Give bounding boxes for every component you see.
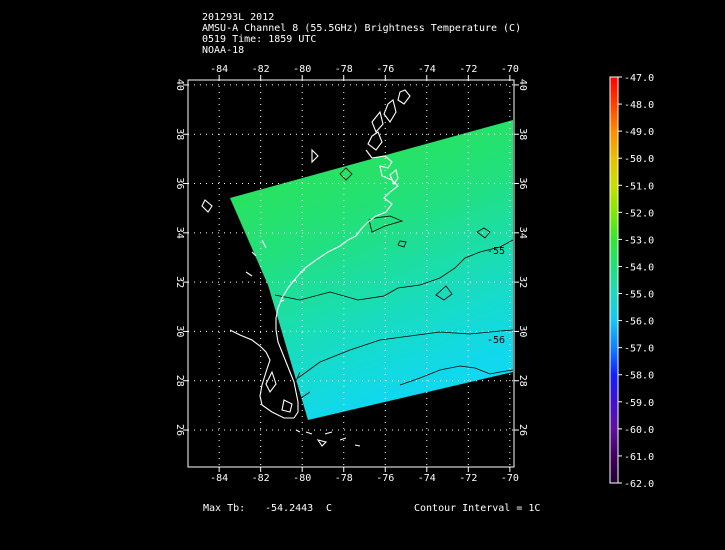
- lat-label-left: 26: [174, 424, 185, 436]
- lon-label-top: -82: [252, 64, 270, 75]
- swath-data-area: [230, 120, 513, 420]
- lat-label-left: 40: [174, 79, 185, 91]
- colorbar-label: -62.0: [624, 479, 654, 490]
- lon-label-top: -84: [210, 64, 228, 75]
- lat-label-right: 38: [517, 128, 528, 140]
- colorbar-label: -54.0: [624, 262, 654, 273]
- lat-label-left: 36: [174, 178, 185, 190]
- contour-label-group: -55 -56: [487, 246, 505, 346]
- lat-label-left: 30: [174, 325, 185, 337]
- lat-label-left: 34: [174, 227, 185, 239]
- lon-label-bottom: -84: [210, 473, 228, 484]
- colorbar-label: -53.0: [624, 235, 654, 246]
- colorbar-ramp: [609, 76, 619, 484]
- lat-label-right: 34: [517, 227, 528, 239]
- lon-label-top: -80: [293, 64, 311, 75]
- colorbar-label: -61.0: [624, 452, 654, 463]
- map-frame: [187, 79, 515, 468]
- lat-label-right: 32: [517, 276, 528, 288]
- colorbar-label: -55.0: [624, 290, 654, 301]
- lat-label-left: 32: [174, 276, 185, 288]
- colorbar-label: -47.0: [624, 73, 654, 84]
- product-title: 201293L 2012: [202, 12, 275, 23]
- lon-label-bottom: -70: [501, 473, 519, 484]
- colorbar-label: -48.0: [624, 100, 654, 111]
- contour-interval: Contour Interval = 1C: [414, 503, 541, 514]
- lon-label-bottom: -80: [293, 473, 311, 484]
- lat-label-right: 36: [517, 178, 528, 190]
- lon-label-bottom: -82: [252, 473, 270, 484]
- colorbar-label: -57.0: [624, 344, 654, 355]
- contour-lines: [274, 167, 514, 401]
- lon-label-top: -72: [459, 64, 477, 75]
- lat-label-right: 26: [517, 424, 528, 436]
- lon-label-bottom: -74: [418, 473, 436, 484]
- lon-label-top: -78: [335, 64, 353, 75]
- lat-lon-grid: [188, 80, 514, 467]
- satellite-title: NOAA-18: [202, 45, 245, 56]
- coastline: [201, 89, 411, 447]
- colorbar-label: -52.0: [624, 208, 654, 219]
- lat-label-right: 28: [517, 375, 528, 387]
- contour-label-55: -55: [487, 246, 505, 257]
- lat-label-right: 40: [517, 79, 528, 91]
- colorbar-label: -50.0: [624, 154, 654, 165]
- lon-label-top: -74: [418, 64, 436, 75]
- colorbar-label: -56.0: [624, 317, 654, 328]
- lon-label-bottom: -78: [335, 473, 353, 484]
- max-tb-value: -54.2443: [265, 503, 314, 514]
- colorbar-label: -51.0: [624, 181, 654, 192]
- colorbar-label: -60.0: [624, 425, 654, 436]
- max-tb-label: Max Tb:: [203, 503, 246, 514]
- colorbar: -47.0 -48.0 -49.0 -50.0 -51.0 -52.0 -53.0 -54.0…: [609, 73, 654, 490]
- lon-label-top: -70: [501, 64, 519, 75]
- colorbar-label: -58.0: [624, 371, 654, 382]
- time-title: 0519 Time: 1859 UTC: [202, 34, 317, 45]
- axis-ticks: -84 -84 -82 -82 -80 -80 -78 -78 -76 -76 -74 -74 -72 -…: [174, 64, 528, 484]
- lon-label-bottom: -72: [459, 473, 477, 484]
- lat-label-left: 28: [174, 375, 185, 387]
- contour-label-56: -56: [487, 335, 505, 346]
- channel-title: AMSU-A Channel 8 (55.5GHz) Brightness Te…: [202, 23, 522, 34]
- lat-label-right: 30: [517, 325, 528, 337]
- lon-label-bottom: -76: [376, 473, 394, 484]
- max-tb-unit: C: [326, 503, 333, 514]
- colorbar-label: -49.0: [624, 127, 654, 138]
- colorbar-label: -59.0: [624, 398, 654, 409]
- lat-label-left: 38: [174, 128, 185, 140]
- lon-label-top: -76: [376, 64, 394, 75]
